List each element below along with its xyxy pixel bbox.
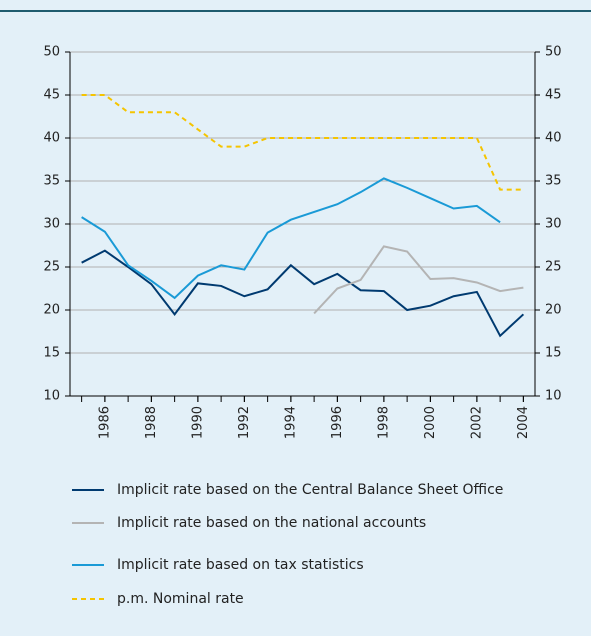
x-tick-label: 2002 bbox=[469, 406, 484, 439]
x-tick-label: 2004 bbox=[516, 406, 531, 439]
y-tick-label: 25 bbox=[43, 260, 60, 275]
x-tick-label: 2000 bbox=[423, 406, 438, 439]
y2-tick-label: 10 bbox=[545, 389, 562, 404]
legend-label: p.m. Nominal rate bbox=[117, 591, 244, 607]
x-tick-label: 1998 bbox=[376, 406, 391, 439]
x-tick-label: 1990 bbox=[190, 406, 205, 439]
x-tick-label: 1992 bbox=[237, 406, 252, 439]
y2-tick-label: 45 bbox=[545, 88, 562, 103]
y2-tick-label: 40 bbox=[545, 131, 562, 146]
legend-label: Implicit rate based on the Central Balan… bbox=[117, 482, 503, 498]
series-line bbox=[313, 245, 524, 315]
y-tick-label: 20 bbox=[43, 303, 60, 318]
y2-tick-label: 15 bbox=[545, 346, 562, 361]
x-tick-label: 1986 bbox=[97, 406, 112, 439]
y2-tick-label: 35 bbox=[545, 174, 562, 189]
legend-label: Implicit rate based on the national acco… bbox=[117, 515, 426, 531]
y-tick-label: 15 bbox=[43, 346, 60, 361]
series-line bbox=[81, 249, 525, 338]
x-tick-label: 1994 bbox=[283, 406, 298, 439]
y-tick-label: 40 bbox=[43, 131, 60, 146]
y-tick-label: 30 bbox=[43, 217, 60, 232]
y2-tick-label: 50 bbox=[545, 45, 562, 60]
y2-tick-label: 25 bbox=[545, 260, 562, 275]
series-line bbox=[81, 177, 501, 300]
y2-tick-label: 30 bbox=[545, 217, 562, 232]
y-tick-label: 45 bbox=[43, 88, 60, 103]
y-tick-label: 35 bbox=[43, 174, 60, 189]
x-tick-label: 1988 bbox=[144, 406, 159, 439]
y-tick-label: 50 bbox=[43, 45, 60, 60]
y-tick-label: 10 bbox=[43, 389, 60, 404]
x-tick-label: 1996 bbox=[330, 406, 345, 439]
legend-label: Implicit rate based on tax statistics bbox=[117, 557, 364, 573]
y2-tick-label: 20 bbox=[545, 303, 562, 318]
